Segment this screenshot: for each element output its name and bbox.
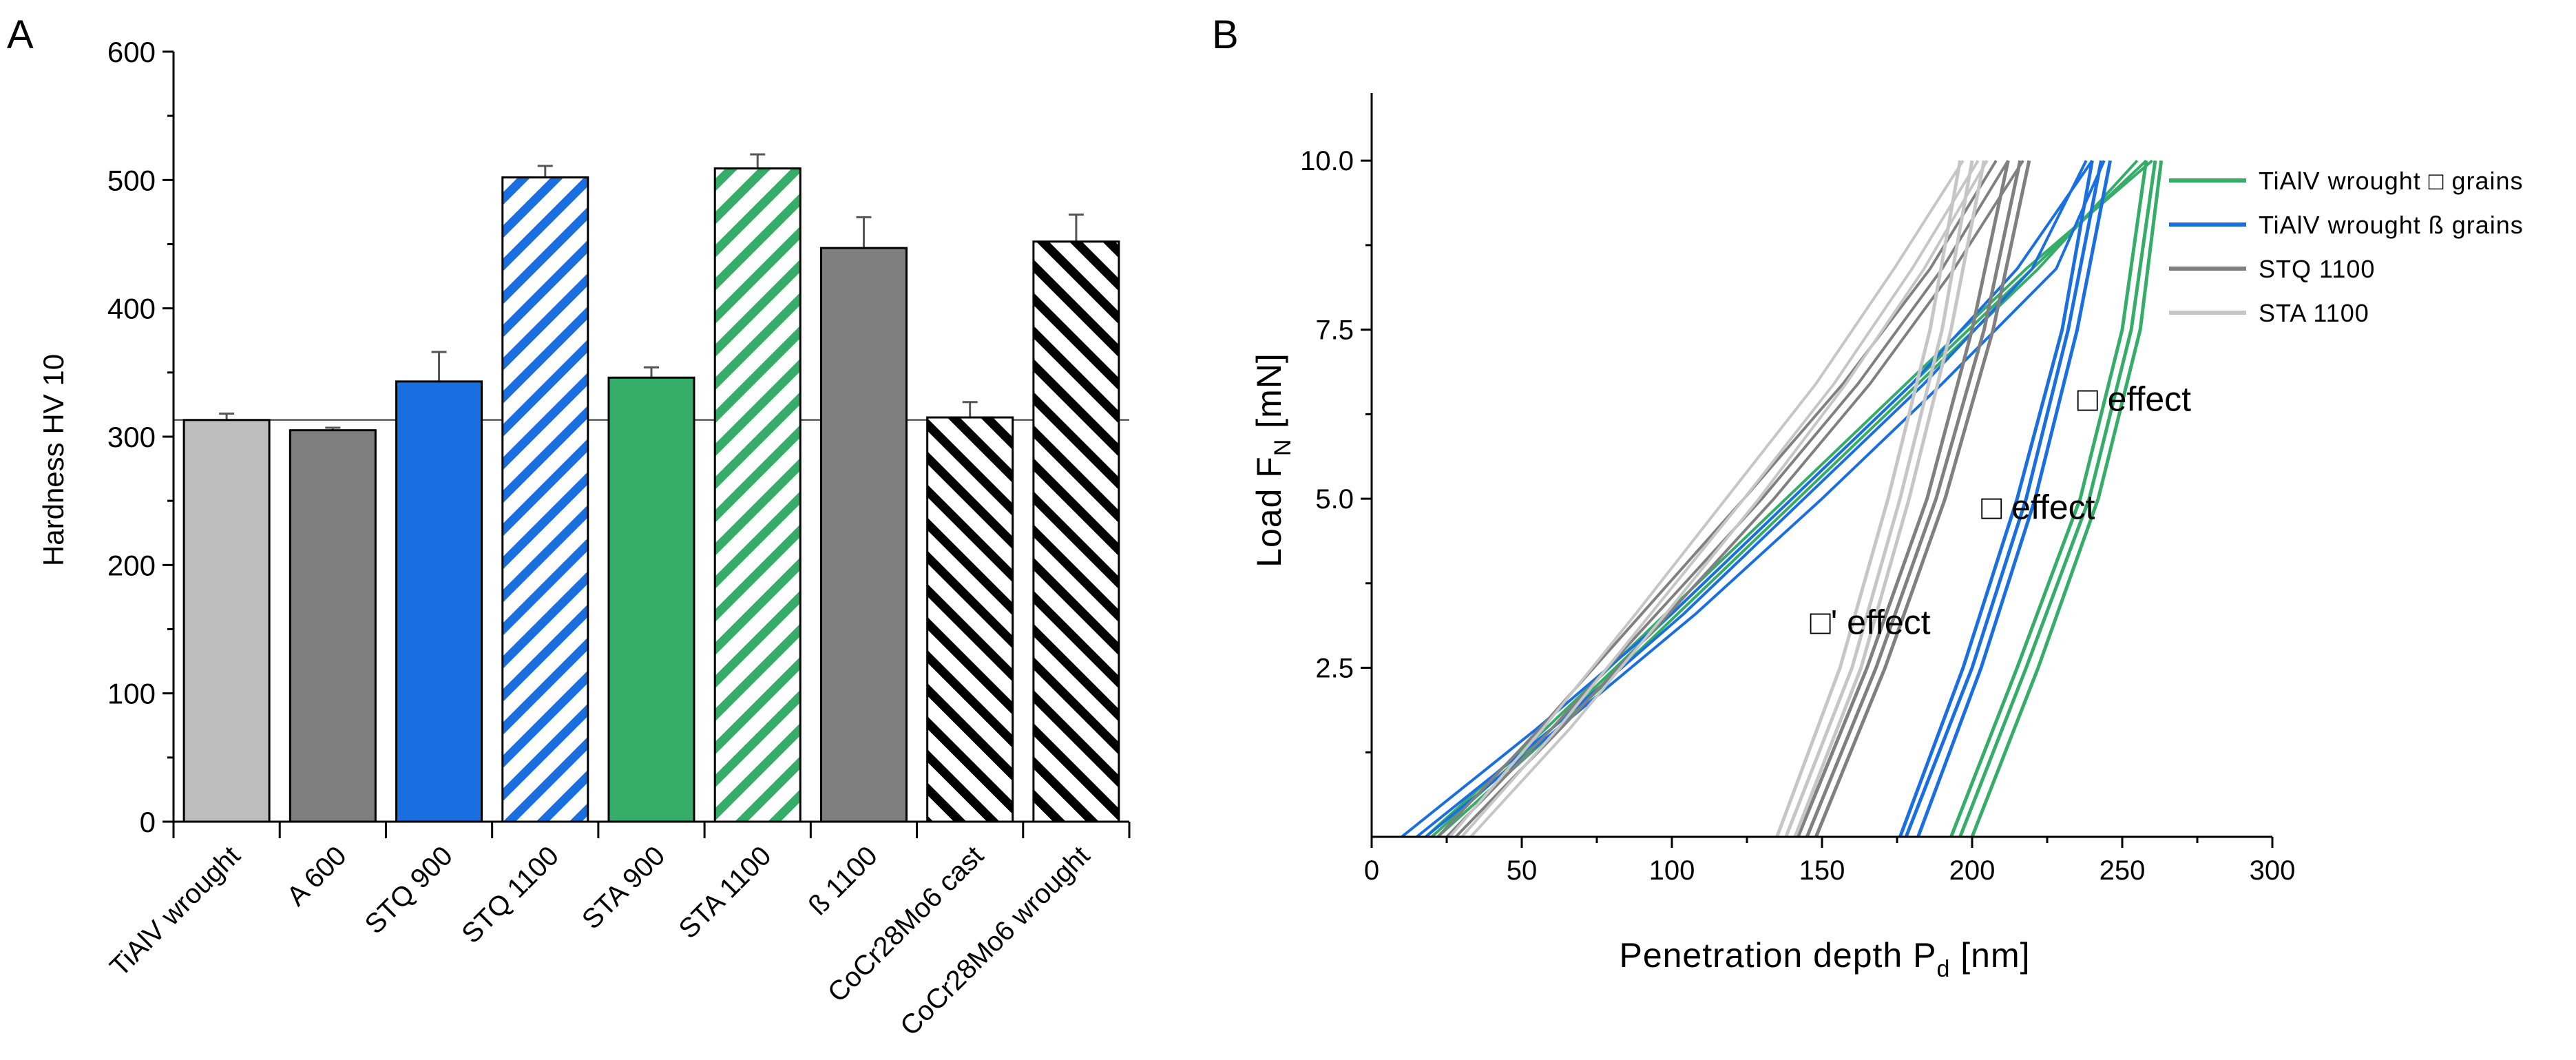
legend-label: TiAlV wrought ß grains bbox=[2259, 211, 2524, 239]
unloading-curve bbox=[1958, 160, 2157, 838]
x-tick-label: 150 bbox=[1799, 855, 1845, 886]
x-tick-label: STA 900 bbox=[576, 840, 671, 935]
y-tick-label: 7.5 bbox=[1315, 315, 1354, 346]
x-tick-label: STA 1100 bbox=[673, 840, 777, 944]
unloading-curve bbox=[1898, 160, 2094, 838]
y-tick-label: 10.0 bbox=[1300, 146, 1354, 176]
x-tick-label: 200 bbox=[1949, 855, 1996, 886]
x-tick-label: 300 bbox=[2250, 855, 2296, 886]
y-tick-label: 0 bbox=[140, 806, 156, 838]
legend-label: STA 1100 bbox=[2259, 299, 2369, 327]
y-tick-label: 5.0 bbox=[1315, 484, 1354, 515]
x-tick-label: ß 1100 bbox=[803, 840, 883, 921]
x-tick-label: STQ 900 bbox=[359, 840, 459, 939]
y-tick-label: 200 bbox=[107, 549, 156, 581]
unloading-curve bbox=[1814, 160, 2031, 838]
legend-label: TiAlV wrought □ grains bbox=[2259, 167, 2524, 195]
unloading-curve bbox=[1904, 160, 2103, 838]
panel-a-label: A bbox=[7, 12, 34, 57]
x-tick-label: 0 bbox=[1364, 855, 1379, 886]
loading-curve bbox=[1469, 160, 1989, 838]
x-tick-label: TiAlV wrought bbox=[104, 840, 246, 982]
load-depth-chart: 0 50 100 150 200 250 300 2.5 5.0 7.5 10.0 TiAlV wr… bbox=[1250, 93, 2524, 982]
x-axis-label-depth: Penetration depth Pd [nm] bbox=[1619, 936, 2030, 982]
bar--1100 bbox=[819, 247, 908, 823]
y-tick-label: 500 bbox=[107, 164, 156, 196]
y-tick-label: 400 bbox=[107, 293, 156, 325]
y-axis-label-load: Load FN [mN] bbox=[1250, 353, 1296, 568]
legend-label: STQ 1100 bbox=[2259, 255, 2375, 283]
unloading-curve bbox=[1805, 160, 2022, 838]
panel-b-label: B bbox=[1212, 12, 1239, 57]
unloading-curve bbox=[1949, 160, 2148, 838]
annotation-label: □ effect bbox=[2077, 380, 2192, 418]
loading-curve bbox=[1401, 160, 2094, 838]
annotation-label: □ effect bbox=[1981, 488, 2095, 527]
loading-curve bbox=[1425, 159, 2153, 838]
bar-sta-1100 bbox=[713, 167, 802, 823]
loading-curve bbox=[1436, 160, 1998, 838]
annotation-label: □' effect bbox=[1810, 603, 1931, 641]
bar-cocr28mo6-wrought bbox=[1032, 240, 1120, 823]
unloading-curve bbox=[1796, 160, 2010, 838]
y-axis-label-hardness: Hardness HV 10 bbox=[37, 354, 70, 566]
x-tick-label: 50 bbox=[1507, 855, 1538, 886]
x-tick-label: CoCr28Mo6 wrought bbox=[894, 840, 1096, 1041]
x-tick-label: STQ 1100 bbox=[456, 840, 565, 949]
bar-cocr28mo6-cast bbox=[926, 416, 1014, 823]
x-tick-label: A 600 bbox=[281, 840, 352, 911]
bar-sta-900 bbox=[607, 376, 695, 823]
unloading-curve bbox=[1970, 160, 2164, 838]
loading-curve bbox=[1448, 160, 1965, 838]
unloading-curve bbox=[1916, 160, 2113, 838]
x-tick-label: 250 bbox=[2099, 855, 2146, 886]
x-tick-label: 100 bbox=[1649, 855, 1695, 886]
loading-curve bbox=[1460, 160, 1980, 838]
unloading-curve bbox=[1793, 160, 1986, 838]
y-tick-label: 100 bbox=[107, 678, 156, 710]
bar-stq-1100 bbox=[501, 176, 589, 823]
bar-a-600 bbox=[289, 429, 377, 823]
y-tick-label: 2.5 bbox=[1315, 654, 1354, 684]
unloading-curve bbox=[1784, 160, 1974, 838]
y-tick-label: 600 bbox=[107, 36, 156, 68]
bar-stq-900 bbox=[395, 380, 483, 823]
bar-tialv-wrought bbox=[182, 419, 271, 823]
y-tick-label: 300 bbox=[107, 421, 156, 453]
unloading-curve bbox=[1775, 160, 1962, 838]
